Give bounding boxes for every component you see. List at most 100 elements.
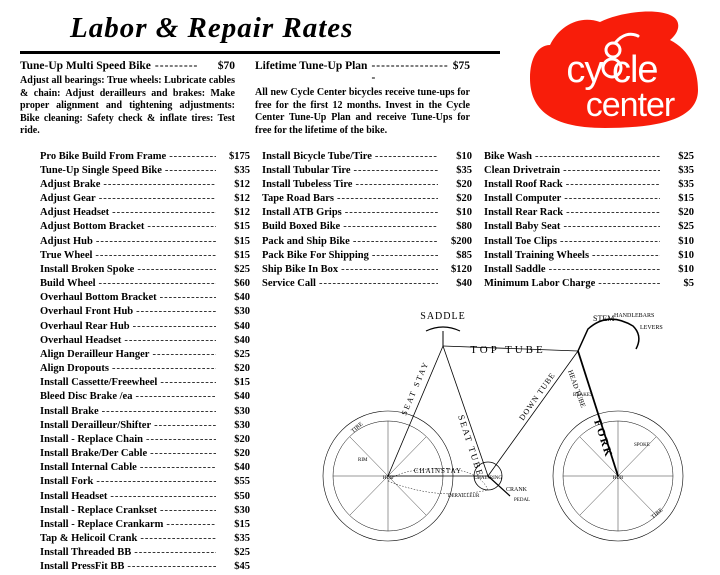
price-line: Pack and Ship Bike----------------------…	[262, 235, 472, 249]
service-price: $15	[216, 220, 250, 234]
dot-leader: ---------------------------------------	[351, 164, 438, 178]
intro-right-heading: Lifetime Tune-Up Plan ----------------- …	[255, 60, 470, 84]
intro-left-heading: Tune-Up Multi Speed Bike --------- $70	[20, 60, 235, 72]
price-line: Adjust Brake----------------------------…	[40, 178, 250, 192]
label-pedal: PEDAL	[514, 498, 530, 503]
dot-leader: ---------------------------------------	[563, 178, 660, 192]
dot-leader: ---------------------------------------	[532, 150, 660, 164]
service-name: Install Rear Rack	[484, 206, 563, 220]
dot-leader: ---------------------------------------	[93, 235, 216, 249]
dot-leader: ---------------------------------------	[99, 405, 216, 419]
price-line: Adjust Bottom Bracket-------------------…	[40, 220, 250, 234]
service-name: Install Derailleur/Shifter	[40, 419, 151, 433]
price-line: Ship Bike In Box------------------------…	[262, 263, 472, 277]
dot-leader: ---------------------------------------	[132, 390, 216, 404]
price-line: Install Baby Seat-----------------------…	[484, 220, 694, 234]
price-line: Install Bicycle Tube/Tire---------------…	[262, 150, 472, 164]
price-line: Install - Replace Crankset--------------…	[40, 504, 250, 518]
service-price: $20	[438, 178, 472, 192]
service-price: $40	[216, 461, 250, 475]
service-price: $60	[216, 277, 250, 291]
label-fork: FORK	[591, 418, 615, 460]
label-derailleur: DERAILLEUR	[448, 494, 480, 499]
service-price: $200	[438, 235, 472, 249]
logo-cycle-center: cy cle center	[530, 10, 700, 130]
price-line: Clean Drivetrain------------------------…	[484, 164, 694, 178]
dot-leader: ---------------------------------------	[369, 249, 438, 263]
service-price: $10	[660, 263, 694, 277]
intro-right-label: Lifetime Tune-Up Plan	[255, 60, 367, 84]
service-price: $40	[216, 390, 250, 404]
price-line: Overhaul Rear Hub-----------------------…	[40, 320, 250, 334]
dot-leader: ---------------------------------------	[147, 447, 216, 461]
price-line: Adjust Hub------------------------------…	[40, 235, 250, 249]
service-name: Install Internal Cable	[40, 461, 137, 475]
service-price: $10	[438, 206, 472, 220]
dot-leader: ---------------------------------------	[316, 277, 438, 291]
svg-text:cy cle: cy cle	[566, 49, 657, 91]
service-price: $15	[216, 249, 250, 263]
service-price: $10	[438, 150, 472, 164]
service-price: $55	[216, 475, 250, 489]
dot-leader: ---------------------------------------	[100, 178, 216, 192]
dot-leader: ---------------------------------------	[92, 249, 216, 263]
dash-leader: ---------	[151, 60, 218, 72]
price-line: True Wheel------------------------------…	[40, 249, 250, 263]
dash-leader: -----------------	[367, 60, 452, 84]
service-price: $15	[216, 376, 250, 390]
intro-right: Lifetime Tune-Up Plan ----------------- …	[255, 60, 470, 138]
service-price: $20	[438, 192, 472, 206]
dot-leader: ---------------------------------------	[162, 164, 216, 178]
price-line: Install Brake/Der Cable-----------------…	[40, 447, 250, 461]
service-price: $30	[216, 405, 250, 419]
dot-leader: ---------------------------------------	[350, 235, 438, 249]
dot-leader: ---------------------------------------	[561, 192, 660, 206]
service-name: Overhaul Bottom Bracket	[40, 291, 157, 305]
service-name: Overhaul Rear Hub	[40, 320, 130, 334]
dot-leader: ---------------------------------------	[121, 334, 216, 348]
service-name: Install Brake	[40, 405, 99, 419]
intro-left: Tune-Up Multi Speed Bike --------- $70 A…	[20, 60, 235, 138]
price-line: Install Training Wheels-----------------…	[484, 249, 694, 263]
service-name: Clean Drivetrain	[484, 164, 560, 178]
service-name: Tune-Up Single Speed Bike	[40, 164, 162, 178]
dot-leader: ---------------------------------------	[157, 376, 216, 390]
service-price: $25	[660, 220, 694, 234]
dot-leader: ---------------------------------------	[149, 348, 216, 362]
service-name: Install Toe Clips	[484, 235, 557, 249]
price-line: Bleed Disc Brake /ea--------------------…	[40, 390, 250, 404]
price-line: Install Rear Rack-----------------------…	[484, 206, 694, 220]
dot-leader: ---------------------------------------	[96, 192, 216, 206]
price-line: Install Roof Rack-----------------------…	[484, 178, 694, 192]
service-price: $35	[216, 164, 250, 178]
service-name: Install - Replace Chain	[40, 433, 143, 447]
service-name: Bike Wash	[484, 150, 532, 164]
price-line: Install Cassette/Freewheel--------------…	[40, 376, 250, 390]
price-line: Install - Replace Crankarm--------------…	[40, 518, 250, 532]
service-price: $10	[660, 249, 694, 263]
label-rim1: RIM	[358, 458, 368, 463]
dot-leader: ---------------------------------------	[338, 263, 438, 277]
service-name: Build Wheel	[40, 277, 96, 291]
intro-columns: Tune-Up Multi Speed Bike --------- $70 A…	[0, 60, 490, 138]
label-hub2: HUB	[613, 476, 624, 481]
service-name: Adjust Bottom Bracket	[40, 220, 144, 234]
service-name: Install ATB Grips	[262, 206, 342, 220]
dot-leader: ---------------------------------------	[107, 490, 216, 504]
service-price: $40	[216, 320, 250, 334]
dot-leader: ---------------------------------------	[340, 220, 438, 234]
service-name: Ship Bike In Box	[262, 263, 338, 277]
dot-leader: ---------------------------------------	[93, 475, 216, 489]
service-price: $20	[216, 433, 250, 447]
price-line: Install Headset-------------------------…	[40, 490, 250, 504]
price-line: Adjust Headset--------------------------…	[40, 206, 250, 220]
service-name: Build Boxed Bike	[262, 220, 340, 234]
dot-leader: ---------------------------------------	[546, 263, 660, 277]
service-name: Overhaul Headset	[40, 334, 121, 348]
dot-leader: ---------------------------------------	[589, 249, 660, 263]
service-name: Install - Replace Crankset	[40, 504, 157, 518]
service-name: Adjust Headset	[40, 206, 109, 220]
label-handlebars: HANDLEBARS	[614, 313, 654, 319]
service-price: $12	[216, 192, 250, 206]
label-brakes: BRAKES	[573, 393, 593, 398]
